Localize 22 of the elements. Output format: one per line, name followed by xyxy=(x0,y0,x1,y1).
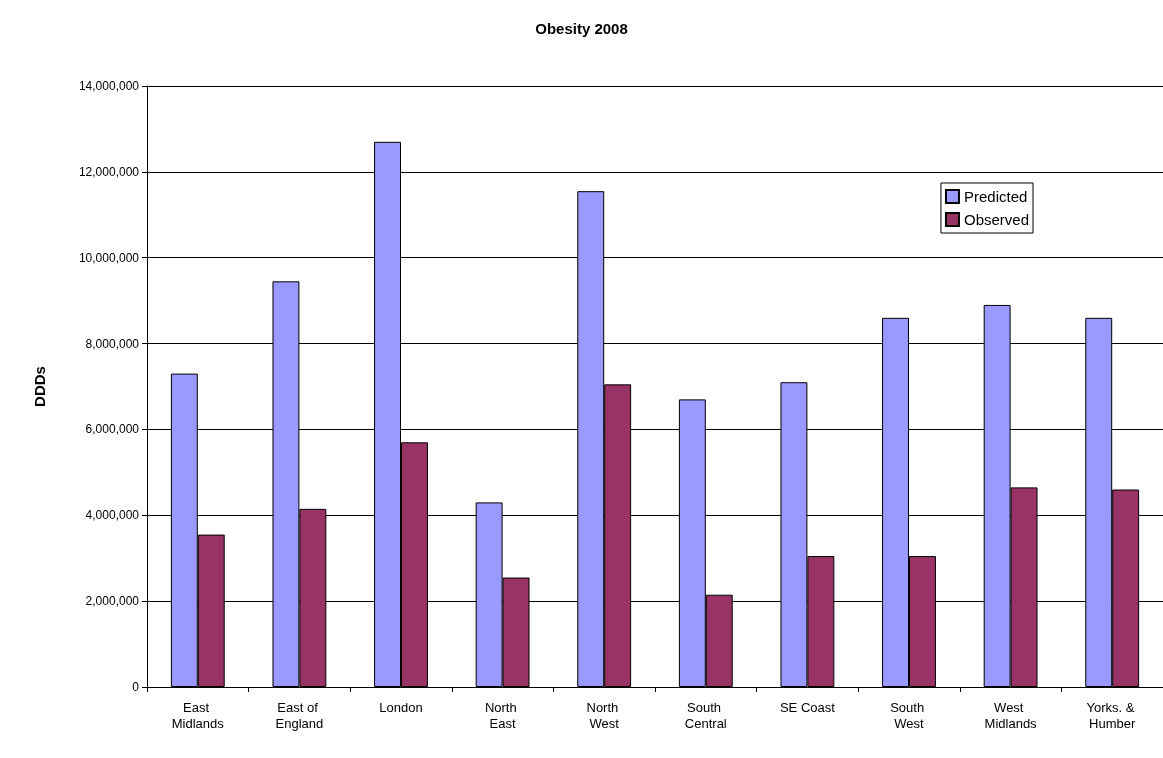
x-tick-label: London xyxy=(379,699,423,715)
y-tick-label: 8,000,000 xyxy=(85,336,140,351)
x-tick-label: South West xyxy=(890,699,928,731)
chart-title: Obesity 2008 xyxy=(535,20,628,37)
y-tick-label: 0 xyxy=(132,680,140,694)
y-tick-label: 12,000,000 xyxy=(78,164,140,179)
y-axis-title: DDDs xyxy=(31,366,48,407)
x-tick-label: North East xyxy=(484,699,521,731)
x-tick-label: Yorks. & Humber xyxy=(1086,699,1138,731)
y-tick-label: 4,000,000 xyxy=(85,508,140,523)
x-tick-label: South Central xyxy=(684,699,727,731)
y-tick-label: 10,000,000 xyxy=(78,250,140,265)
x-tick-label: West Midlands xyxy=(984,699,1038,731)
legend-label: Observed xyxy=(963,211,1030,228)
legend-label: Predicted xyxy=(963,188,1028,205)
x-tick-label: East of England xyxy=(275,699,324,731)
x-tick-label: East Midlands xyxy=(171,699,225,731)
y-tick-label: 6,000,000 xyxy=(85,422,140,437)
x-tick-label: North West xyxy=(586,699,622,731)
y-tick-label: 14,000,000 xyxy=(78,79,140,93)
y-tick-label: 2,000,000 xyxy=(85,594,140,609)
x-tick-label: SE Coast xyxy=(779,699,836,715)
